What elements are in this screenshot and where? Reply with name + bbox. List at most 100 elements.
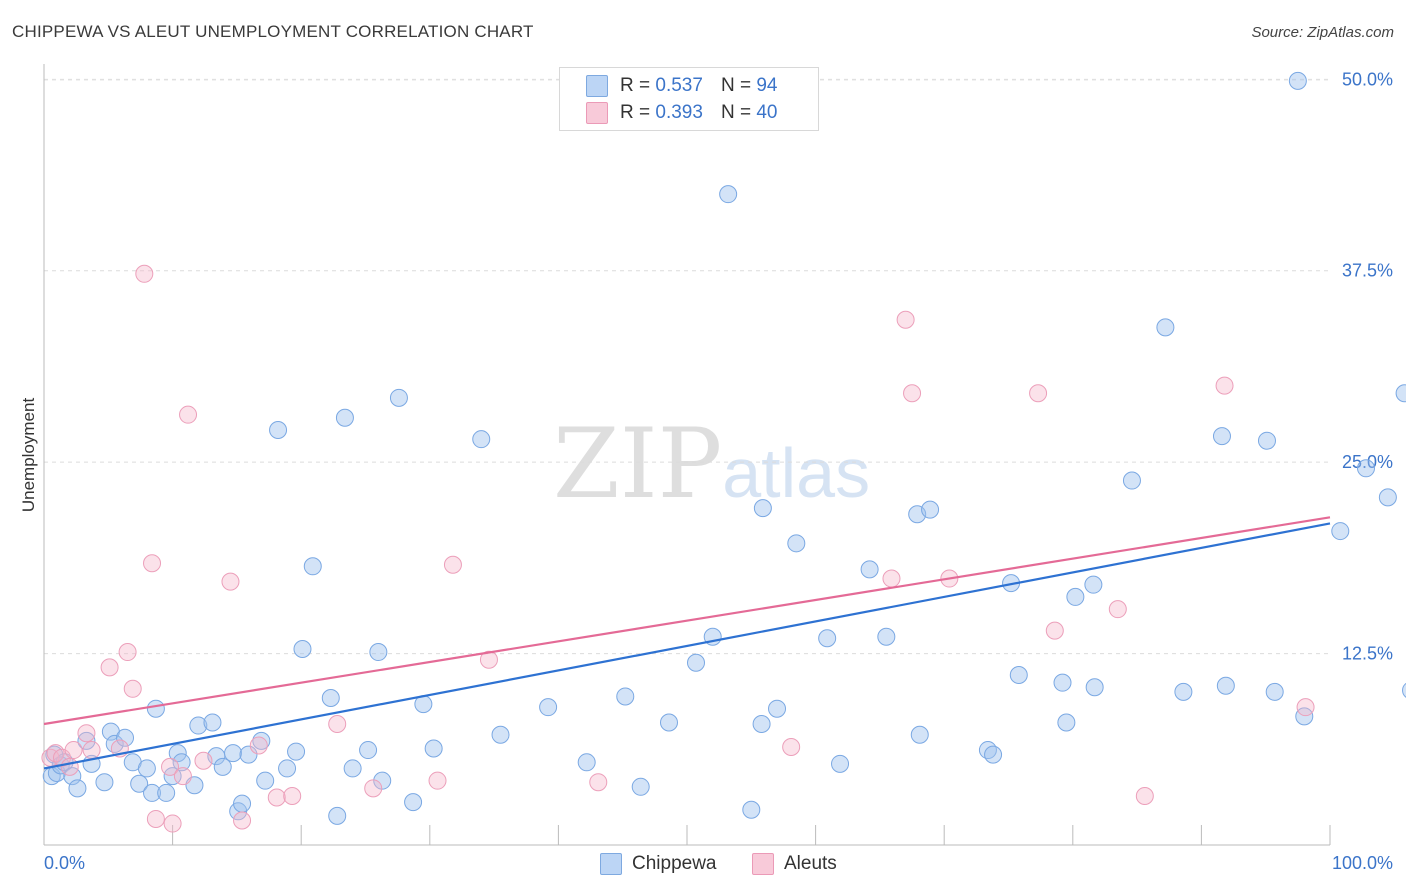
aleuts-point <box>364 779 383 798</box>
legend-item-aleuts[interactable]: Aleuts <box>752 853 837 875</box>
aleuts-point <box>782 737 801 756</box>
chippewa-point <box>1357 459 1376 478</box>
aleuts-point <box>146 809 165 828</box>
aleuts-point <box>64 741 83 760</box>
aleuts-point <box>77 724 96 743</box>
chippewa-point <box>472 430 491 449</box>
aleuts-point <box>1029 384 1048 403</box>
chippewa-point <box>1066 587 1085 606</box>
chippewa-point <box>752 715 771 734</box>
chippewa-point <box>877 627 896 646</box>
chippewa-point <box>389 388 408 407</box>
chippewa-point <box>768 699 787 718</box>
chippewa-point <box>359 741 378 760</box>
aleuts-point <box>428 771 447 790</box>
aleuts-point <box>173 767 192 786</box>
watermark-zip: ZIP <box>553 408 723 520</box>
chippewa-point <box>1295 707 1314 726</box>
chippewa-point <box>1084 575 1103 594</box>
chippewa-point <box>252 731 271 750</box>
chippewa-point <box>1288 71 1307 90</box>
chippewa-point <box>659 713 678 732</box>
aleuts-point <box>283 786 302 805</box>
chippewa-point <box>343 759 362 778</box>
series-legend: Chippewa Aleuts <box>0 850 1406 878</box>
chippewa-point <box>1009 666 1028 685</box>
aleuts-point <box>233 811 252 830</box>
x-tick-label: 0.0% <box>44 853 85 873</box>
y-axis-label: Unemployment <box>19 398 38 513</box>
chippewa-point <box>1395 384 1406 403</box>
chippewa-point <box>1212 427 1231 446</box>
legend-r-label: R = <box>620 102 651 123</box>
chippewa-point <box>984 745 1003 764</box>
y-tick-label: 12.5% <box>1342 644 1393 664</box>
aleuts-point <box>443 555 462 574</box>
y-tick-label: 25.0% <box>1342 452 1393 472</box>
chippewa-point <box>77 731 96 750</box>
chippewa-legend-swatch <box>600 853 622 875</box>
chippewa-point <box>491 725 510 744</box>
legend-n-label: N = <box>720 102 752 123</box>
aleuts-point <box>903 384 922 403</box>
chippewa-point <box>116 728 135 747</box>
chippewa-point <box>831 754 850 773</box>
zipatlas-watermark: ZIPatlas <box>553 408 870 520</box>
chippewa-point <box>1174 682 1193 701</box>
aleuts-point <box>161 757 180 776</box>
aleuts-point <box>1108 600 1127 619</box>
aleuts-point <box>328 715 347 734</box>
aleuts-point <box>1215 376 1234 395</box>
aleuts-point <box>249 736 268 755</box>
chippewa-point <box>168 744 187 763</box>
chippewa-point <box>146 699 165 718</box>
aleuts-point <box>221 572 240 591</box>
chippewa-point <box>424 739 443 758</box>
legend-r-label: R = <box>620 75 651 96</box>
chippewa-point <box>303 557 322 576</box>
chippewa-point <box>719 185 738 204</box>
chippewa-point <box>130 774 149 793</box>
chippewa-trend-line <box>43 522 1331 770</box>
legend-n-value-chippewa: 94 <box>756 75 778 96</box>
legend-n-label: N = <box>720 75 752 96</box>
chippewa-point <box>1122 471 1141 490</box>
chippewa-point <box>256 771 275 790</box>
chippewa-point <box>369 643 388 662</box>
chippewa-point <box>239 745 258 764</box>
aleuts-point <box>123 679 142 698</box>
y-tick-label: 50.0% <box>1342 69 1393 89</box>
chippewa-point <box>68 779 87 798</box>
chippewa-point <box>1378 488 1397 507</box>
chippewa-point <box>224 744 243 763</box>
chippewa-point <box>269 420 288 439</box>
chippewa-point <box>172 753 191 772</box>
chippewa-point <box>203 713 222 732</box>
chart-title: CHIPPEWA VS ALEUT UNEMPLOYMENT CORRELATI… <box>12 22 534 41</box>
chippewa-point <box>742 800 761 819</box>
aleuts-point <box>589 773 608 792</box>
aleuts-point <box>60 757 79 776</box>
legend-n-value-aleuts: 40 <box>756 102 778 123</box>
aleuts-point <box>882 569 901 588</box>
chippewa-point <box>1331 522 1350 541</box>
aleuts-point <box>1135 786 1154 805</box>
chippewa-point <box>1156 318 1175 337</box>
chippewa-point <box>1265 682 1284 701</box>
chippewa-point <box>818 629 837 648</box>
aleuts-point <box>135 264 154 283</box>
aleuts-point <box>1045 621 1064 640</box>
chippewa-point <box>1057 713 1076 732</box>
aleuts-point <box>179 405 198 424</box>
legend-label-aleuts: Aleuts <box>784 853 837 874</box>
chippewa-point <box>328 806 347 825</box>
chippewa-point <box>860 560 879 579</box>
chippewa-point <box>1053 673 1072 692</box>
chippewa-point <box>287 742 306 761</box>
chippewa-point <box>1085 678 1104 697</box>
legend-item-chippewa[interactable]: Chippewa <box>600 853 717 875</box>
aleuts-point <box>143 554 162 573</box>
chippewa-point <box>404 793 423 812</box>
aleuts-point <box>267 788 286 807</box>
